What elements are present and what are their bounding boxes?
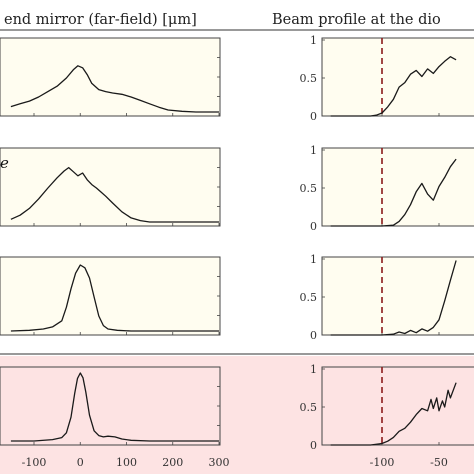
right-title: Beam profile at the dio: [272, 12, 441, 28]
plot-panel: [0, 256, 221, 336]
x-tick-label: 300: [209, 456, 230, 469]
series-line: [10, 264, 219, 332]
y-tick-label: 0.5: [300, 291, 318, 304]
y-tick-label: 1: [310, 363, 317, 376]
x-tick-label: -100: [370, 456, 395, 469]
plot-panel: [0, 147, 221, 227]
y-tick-label: 0.5: [300, 182, 318, 195]
x-tick-label: -100: [22, 456, 47, 469]
left-column: e-100 0 100 200 300: [0, 29, 474, 469]
plot-panel: [321, 256, 474, 336]
y-tick-label: 0: [310, 220, 317, 233]
row-annotation: e: [0, 154, 9, 172]
series-line: [330, 382, 457, 446]
plot-panel: [0, 37, 221, 117]
x-tick-label: 0: [77, 456, 84, 469]
series-line: [10, 372, 219, 442]
y-tick-label: 0: [310, 329, 317, 342]
plot-panel: [0, 366, 221, 446]
series-line: [330, 260, 457, 336]
y-tick-label: 0.5: [300, 401, 318, 414]
series-line: [10, 65, 219, 113]
x-tick-label: 200: [162, 456, 183, 469]
left-title: end mirror (far-field) [μm]: [4, 12, 197, 28]
y-tick-label: 1: [310, 253, 317, 266]
y-tick-label: 0: [310, 110, 317, 123]
y-tick-label: 1: [310, 144, 317, 157]
y-tick-label: 0.5: [300, 72, 318, 85]
y-tick-label: 1: [310, 34, 317, 47]
plot-panel: [321, 147, 474, 227]
x-tick-label: -50: [430, 456, 448, 469]
series-line: [330, 158, 457, 227]
y-tick-label: 0: [310, 439, 317, 452]
x-tick-label: 100: [116, 456, 137, 469]
right-column: 0 0.5 1 0 0.5 1 0 0.5 1 0 0.5 1 -100 -50: [300, 34, 474, 469]
plot-panel: [321, 37, 474, 117]
series-line: [330, 56, 457, 117]
series-line: [10, 166, 219, 223]
